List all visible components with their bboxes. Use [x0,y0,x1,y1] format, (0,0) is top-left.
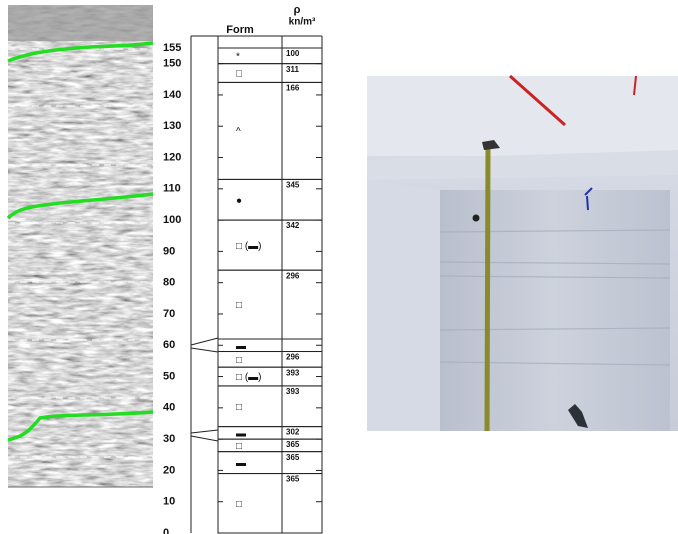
layer-density: 365 [286,440,300,449]
depth-tick-label: 155 [163,42,181,54]
depth-tick-label: 60 [163,339,175,351]
layer-form: ▬ [236,458,246,469]
layer-density: 166 [286,84,300,93]
pit-side [367,180,440,431]
layer [218,270,322,339]
radar-top [8,5,153,41]
depth-tick-label: 80 [163,277,175,289]
depth-tick-label: 140 [163,89,181,101]
layer-density: 365 [286,475,300,484]
layer-density: 296 [286,353,300,362]
marker [473,215,480,222]
figure: Form ρ kn/m³ 0 10 20 30 40 50 60 70 80 90 100 110 12… [0,0,678,534]
layer-form: ● [236,195,242,206]
depth-tick-label: 150 [163,58,181,70]
layer [218,82,322,179]
layer [218,179,322,220]
layer-form: □ [236,441,242,452]
layer [218,367,322,386]
depth-tick-label: 120 [163,151,181,163]
density-unit: kn/m³ [289,17,316,28]
pit-wall [440,190,670,431]
layer-form: □ [236,355,242,366]
depth-tick-label: 0 [163,527,169,534]
layer [218,64,322,83]
layer [218,339,322,352]
connector-lines [191,338,218,441]
tape-measure [487,148,488,431]
layer-form: □ [236,499,242,510]
layer-form: □ [236,300,242,311]
layer [218,352,322,368]
layer-form: □ [236,69,242,80]
layer-density: 302 [286,428,300,437]
layer-form: ▬ [236,429,246,440]
depth-tick-label: 70 [163,308,175,320]
layer [218,439,322,452]
layer [218,220,322,270]
depth-tick-label: 100 [163,214,181,226]
depth-tick-label: 10 [163,496,175,508]
layer-density: 342 [286,221,300,230]
radar-image [8,5,153,487]
layer [218,452,322,474]
snow-pit-photo [367,76,678,431]
layer-form: □ [236,402,242,413]
layer-form: ▬ [236,341,246,352]
density-symbol: ρ [294,4,301,16]
layer-density: 365 [286,453,300,462]
layer [218,386,322,427]
layer-density: 393 [286,368,300,377]
depth-tick-label: 90 [163,245,175,257]
layer [218,427,322,440]
depth-tick-label: 130 [163,120,181,132]
layer-form: ^ [236,127,241,138]
depth-tick-label: 20 [163,464,175,476]
layer [218,474,322,533]
depth-tick-label: 110 [163,183,181,195]
layer-form: * [236,51,240,62]
layer-form: □ (▬) [236,372,261,383]
form-header: Form [226,24,254,36]
depth-tick-label: 50 [163,370,175,382]
layer-form: □ (▬) [236,241,261,252]
layer-density: 100 [286,49,300,58]
layer-density: 311 [286,65,299,74]
depth-tick-label: 40 [163,402,175,414]
layer-density: 345 [286,181,300,190]
depth-tick-label: 30 [163,433,175,445]
layer-density: 296 [286,271,300,280]
layer [218,48,322,64]
snow-profile: Form ρ kn/m³ 0 10 20 30 40 50 60 70 80 90 100 110 12… [163,4,322,534]
layer-density: 393 [286,387,300,396]
